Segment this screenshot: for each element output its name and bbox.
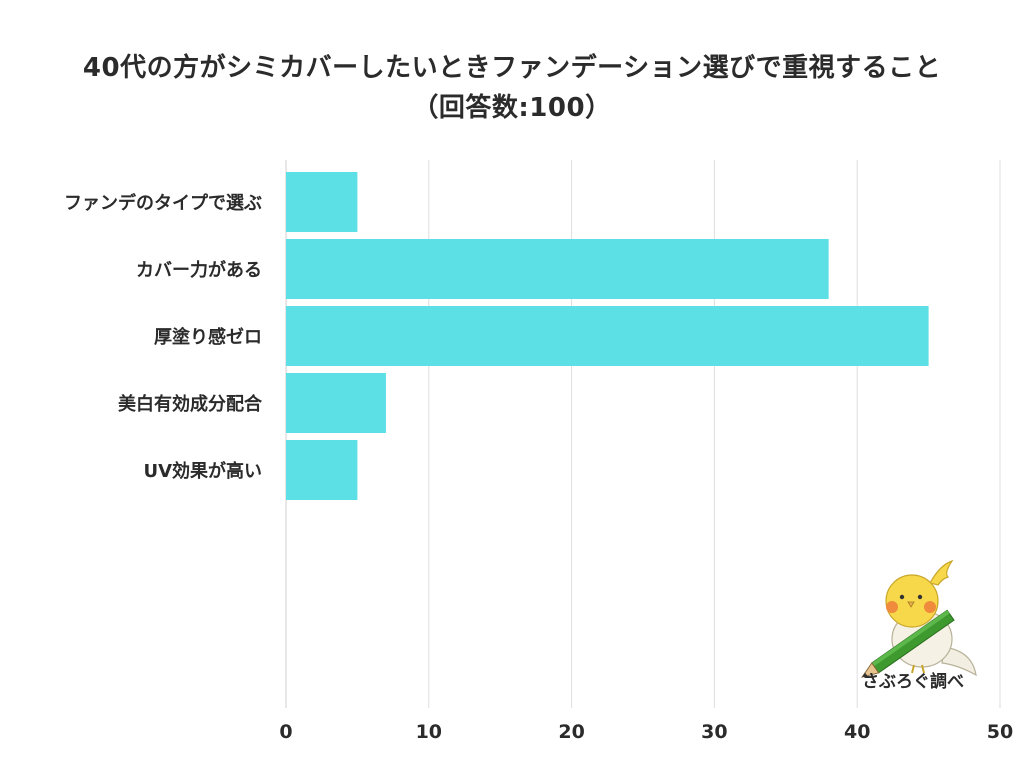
- x-tick-label: 10: [416, 721, 442, 743]
- chart-title: 40代の方がシミカバーしたいときファンデーション選びで重視すること （回答数:1…: [0, 48, 1024, 128]
- chart-title-line1: 40代の方がシミカバーしたいときファンデーション選びで重視すること: [82, 53, 942, 83]
- bar: [286, 373, 386, 433]
- bar: [286, 239, 829, 299]
- category-label: 厚塗り感ゼロ: [154, 326, 262, 348]
- mascot-bird-icon: [860, 559, 977, 678]
- category-label: 美白有効成分配合: [118, 393, 263, 415]
- category-label: カバー力がある: [136, 259, 262, 281]
- category-label: UV効果が高い: [143, 460, 262, 482]
- bar: [286, 306, 929, 366]
- x-tick-label: 0: [279, 721, 292, 743]
- x-tick-label: 50: [987, 721, 1013, 743]
- x-tick-label: 40: [844, 721, 870, 743]
- source-credit: さぶろぐ調べ: [862, 672, 964, 692]
- chart-subtitle: （回答数:100）: [412, 93, 612, 123]
- category-label: ファンデのタイプで選ぶ: [64, 192, 262, 214]
- x-tick-label: 20: [558, 721, 584, 743]
- x-tick-label: 30: [701, 721, 727, 743]
- bar: [286, 172, 358, 232]
- bar: [286, 440, 358, 500]
